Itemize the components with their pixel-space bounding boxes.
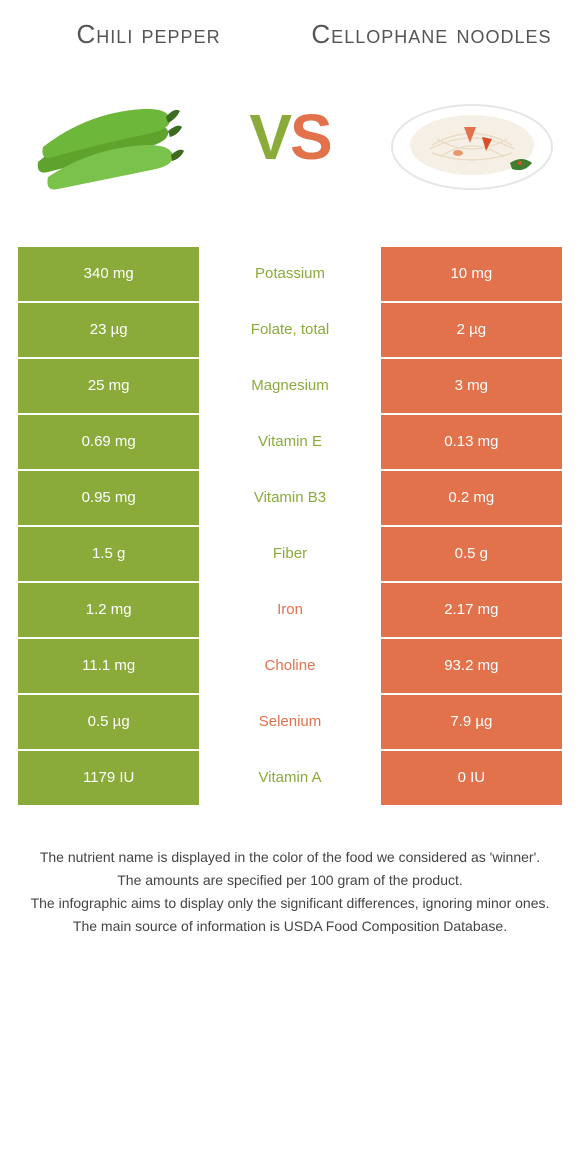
note-line: The main source of information is USDA F… <box>24 916 556 937</box>
vs-v: V <box>249 101 290 173</box>
nutrient-label: Iron <box>199 583 380 639</box>
right-value: 10 mg <box>381 247 562 303</box>
nutrient-label: Folate, total <box>199 303 380 359</box>
left-value: 1179 IU <box>18 751 199 807</box>
right-value: 3 mg <box>381 359 562 415</box>
vs-row: VS <box>18 67 562 207</box>
titles-row: Chili pepper Cellophane noodles <box>18 20 562 49</box>
left-value: 0.69 mg <box>18 415 199 471</box>
nutrient-row: 25 mgMagnesium3 mg <box>18 359 562 415</box>
nutrient-row: 0.5 µgSelenium7.9 µg <box>18 695 562 751</box>
title-left: Chili pepper <box>18 20 279 49</box>
vs-label: VS <box>249 100 330 174</box>
right-value: 2 µg <box>381 303 562 359</box>
nutrient-label: Vitamin B3 <box>199 471 380 527</box>
nutrient-label: Vitamin E <box>199 415 380 471</box>
nutrient-label: Choline <box>199 639 380 695</box>
left-value: 1.2 mg <box>18 583 199 639</box>
title-right: Cellophane noodles <box>301 20 562 49</box>
nutrient-row: 0.69 mgVitamin E0.13 mg <box>18 415 562 471</box>
nutrient-table: 340 mgPotassium10 mg23 µgFolate, total2 … <box>18 247 562 807</box>
footer-notes: The nutrient name is displayed in the co… <box>18 847 562 937</box>
left-value: 11.1 mg <box>18 639 199 695</box>
left-value: 0.95 mg <box>18 471 199 527</box>
vs-s: S <box>290 101 331 173</box>
left-value: 340 mg <box>18 247 199 303</box>
right-value: 0.2 mg <box>381 471 562 527</box>
noodles-image <box>382 67 562 207</box>
nutrient-label: Selenium <box>199 695 380 751</box>
nutrient-row: 23 µgFolate, total2 µg <box>18 303 562 359</box>
left-value: 23 µg <box>18 303 199 359</box>
chili-pepper-image <box>18 67 198 207</box>
nutrient-label: Vitamin A <box>199 751 380 807</box>
nutrient-row: 0.95 mgVitamin B30.2 mg <box>18 471 562 527</box>
right-value: 0 IU <box>381 751 562 807</box>
left-value: 1.5 g <box>18 527 199 583</box>
nutrient-label: Fiber <box>199 527 380 583</box>
nutrient-label: Magnesium <box>199 359 380 415</box>
nutrient-label: Potassium <box>199 247 380 303</box>
right-value: 0.13 mg <box>381 415 562 471</box>
right-value: 0.5 g <box>381 527 562 583</box>
right-value: 93.2 mg <box>381 639 562 695</box>
right-value: 7.9 µg <box>381 695 562 751</box>
note-line: The amounts are specified per 100 gram o… <box>24 870 556 891</box>
nutrient-row: 1.2 mgIron2.17 mg <box>18 583 562 639</box>
nutrient-row: 340 mgPotassium10 mg <box>18 247 562 303</box>
note-line: The nutrient name is displayed in the co… <box>24 847 556 868</box>
nutrient-row: 11.1 mgCholine93.2 mg <box>18 639 562 695</box>
nutrient-row: 1.5 gFiber0.5 g <box>18 527 562 583</box>
left-value: 0.5 µg <box>18 695 199 751</box>
note-line: The infographic aims to display only the… <box>24 893 556 914</box>
right-value: 2.17 mg <box>381 583 562 639</box>
left-value: 25 mg <box>18 359 199 415</box>
nutrient-row: 1179 IUVitamin A0 IU <box>18 751 562 807</box>
